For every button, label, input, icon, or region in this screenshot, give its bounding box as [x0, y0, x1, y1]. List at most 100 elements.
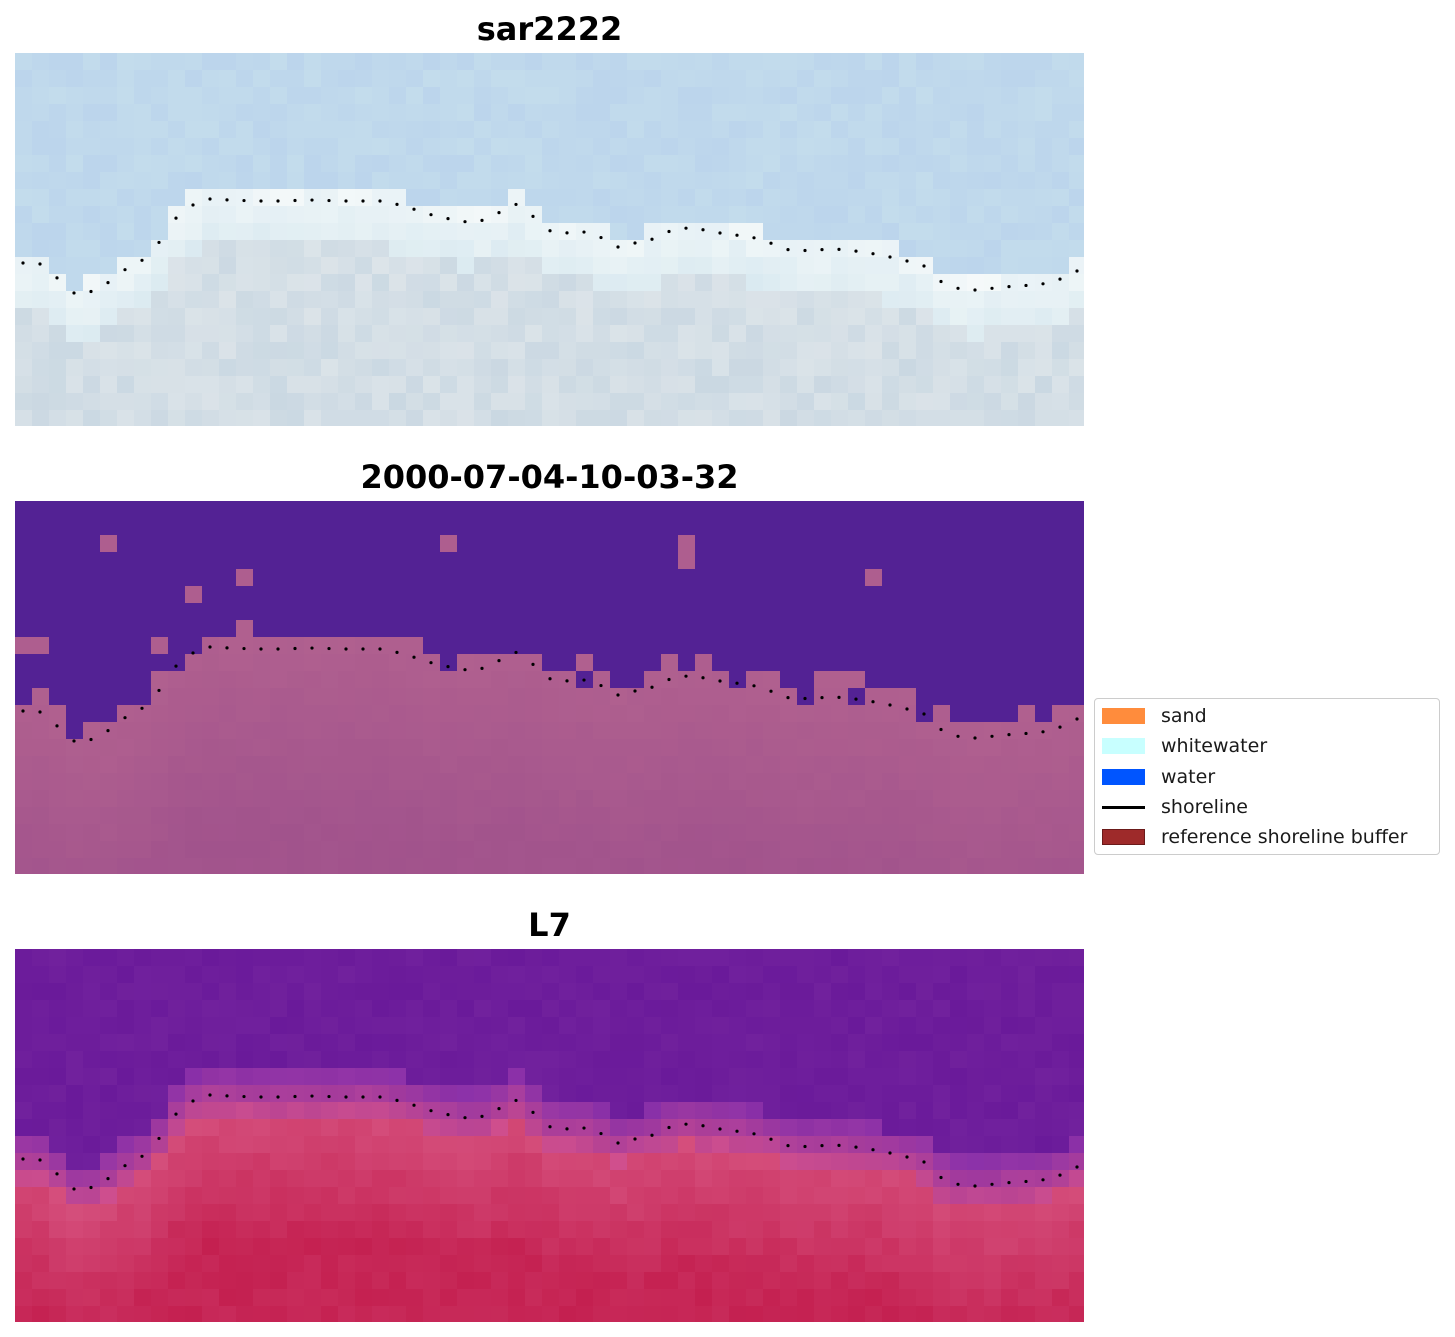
- shoreline-point: [616, 693, 620, 697]
- shoreline-point: [174, 1112, 178, 1116]
- shoreline-point: [956, 286, 960, 290]
- shoreline-point: [191, 1099, 195, 1103]
- shoreline-point: [378, 647, 382, 651]
- shoreline-point: [888, 255, 892, 259]
- shoreline-point: [871, 252, 875, 256]
- classified-image: [15, 501, 1084, 874]
- shoreline-point: [837, 247, 841, 251]
- shoreline-point: [718, 1127, 722, 1131]
- shoreline-point: [633, 1137, 637, 1141]
- shoreline-point: [650, 237, 654, 241]
- shoreline-point: [718, 679, 722, 683]
- shoreline-point: [89, 1185, 93, 1190]
- shoreline-point: [208, 645, 212, 649]
- shoreline-point: [463, 220, 467, 224]
- shoreline-point: [106, 729, 110, 733]
- shoreline-point: [140, 706, 144, 710]
- shoreline-point: [871, 1148, 875, 1152]
- shoreline-point: [55, 724, 59, 728]
- sand-swatch: [1102, 708, 1145, 724]
- shoreline-point: [514, 650, 518, 655]
- shoreline-point: [1007, 285, 1011, 289]
- shoreline-point: [480, 1114, 484, 1118]
- shoreline-point: [55, 1172, 59, 1176]
- shoreline-point: [1041, 730, 1045, 734]
- shoreline-point: [72, 739, 76, 743]
- legend-label: whitewater: [1161, 735, 1268, 757]
- shoreline-point: [531, 662, 535, 666]
- shoreline-point: [1058, 1173, 1062, 1177]
- shoreline-point: [616, 245, 620, 249]
- shoreline-point: [361, 1095, 365, 1099]
- shoreline-point: [242, 198, 246, 203]
- shoreline-point: [412, 207, 416, 211]
- shoreline-line-icon: [1102, 799, 1145, 815]
- shoreline-point: [157, 240, 161, 245]
- shoreline-point: [820, 1144, 824, 1148]
- shoreline-point: [259, 199, 263, 203]
- shoreline-point: [310, 198, 314, 202]
- reference-buffer-swatch: [1102, 829, 1145, 845]
- shoreline-point: [327, 1094, 331, 1099]
- shoreline-point: [191, 203, 195, 207]
- shoreline-point: [395, 650, 399, 654]
- shoreline-point: [752, 236, 756, 240]
- shoreline-point: [548, 677, 552, 681]
- shoreline-point: [1075, 1165, 1079, 1169]
- shoreline-point: [582, 230, 586, 234]
- shoreline-point: [531, 214, 535, 218]
- shoreline-point: [89, 289, 93, 294]
- shoreline-point: [650, 685, 654, 689]
- shoreline-point: [616, 1141, 620, 1145]
- shoreline-point: [123, 1164, 127, 1168]
- shoreline-point: [973, 1184, 977, 1188]
- shoreline-point: [259, 647, 263, 651]
- shoreline-point: [276, 1095, 280, 1099]
- legend-item-sand: sand: [1102, 705, 1207, 727]
- shoreline-point: [395, 202, 399, 206]
- shoreline-point: [293, 198, 297, 203]
- shoreline-point: [888, 703, 892, 707]
- shoreline-point: [582, 678, 586, 682]
- shoreline-point: [395, 1098, 399, 1102]
- shoreline-point: [786, 248, 790, 252]
- shoreline-point: [497, 659, 501, 663]
- shoreline-point: [1058, 725, 1062, 729]
- shoreline-point: [769, 1137, 773, 1141]
- shoreline-point: [1007, 1181, 1011, 1185]
- shoreline-point: [55, 276, 59, 280]
- shoreline-point: [242, 646, 246, 651]
- shoreline-point: [123, 268, 127, 272]
- shoreline-point: [1075, 717, 1079, 721]
- shoreline-point: [871, 700, 875, 704]
- shoreline-point: [1024, 1179, 1028, 1184]
- shoreline-point: [599, 1131, 603, 1136]
- panel-title-satellite: L7: [528, 906, 571, 944]
- index-image: [15, 949, 1084, 1322]
- legend-item-water: water: [1102, 766, 1215, 788]
- shoreline-point: [684, 1122, 688, 1126]
- shoreline-point: [1041, 282, 1045, 286]
- shoreline-point: [497, 1107, 501, 1111]
- shoreline-point: [21, 709, 25, 713]
- shoreline-point: [854, 697, 858, 701]
- shoreline-point: [225, 198, 229, 202]
- shoreline-point: [565, 231, 569, 235]
- shoreline-point: [361, 199, 365, 203]
- shoreline-point: [157, 688, 161, 693]
- shoreline-point: [72, 1187, 76, 1191]
- shoreline-dots: [21, 645, 1079, 743]
- shoreline-point: [38, 1158, 42, 1162]
- shoreline-point: [990, 1182, 994, 1186]
- shoreline-point: [684, 674, 688, 678]
- shoreline-point: [1058, 277, 1062, 281]
- shoreline-point: [293, 646, 297, 651]
- shoreline-point: [429, 1109, 433, 1113]
- shoreline-point: [106, 281, 110, 285]
- shoreline-point: [684, 226, 688, 230]
- shoreline-point: [939, 727, 943, 732]
- shoreline-point: [293, 1094, 297, 1099]
- shoreline-point: [718, 231, 722, 235]
- shoreline-dots: [21, 197, 1079, 295]
- shoreline-point: [837, 1143, 841, 1147]
